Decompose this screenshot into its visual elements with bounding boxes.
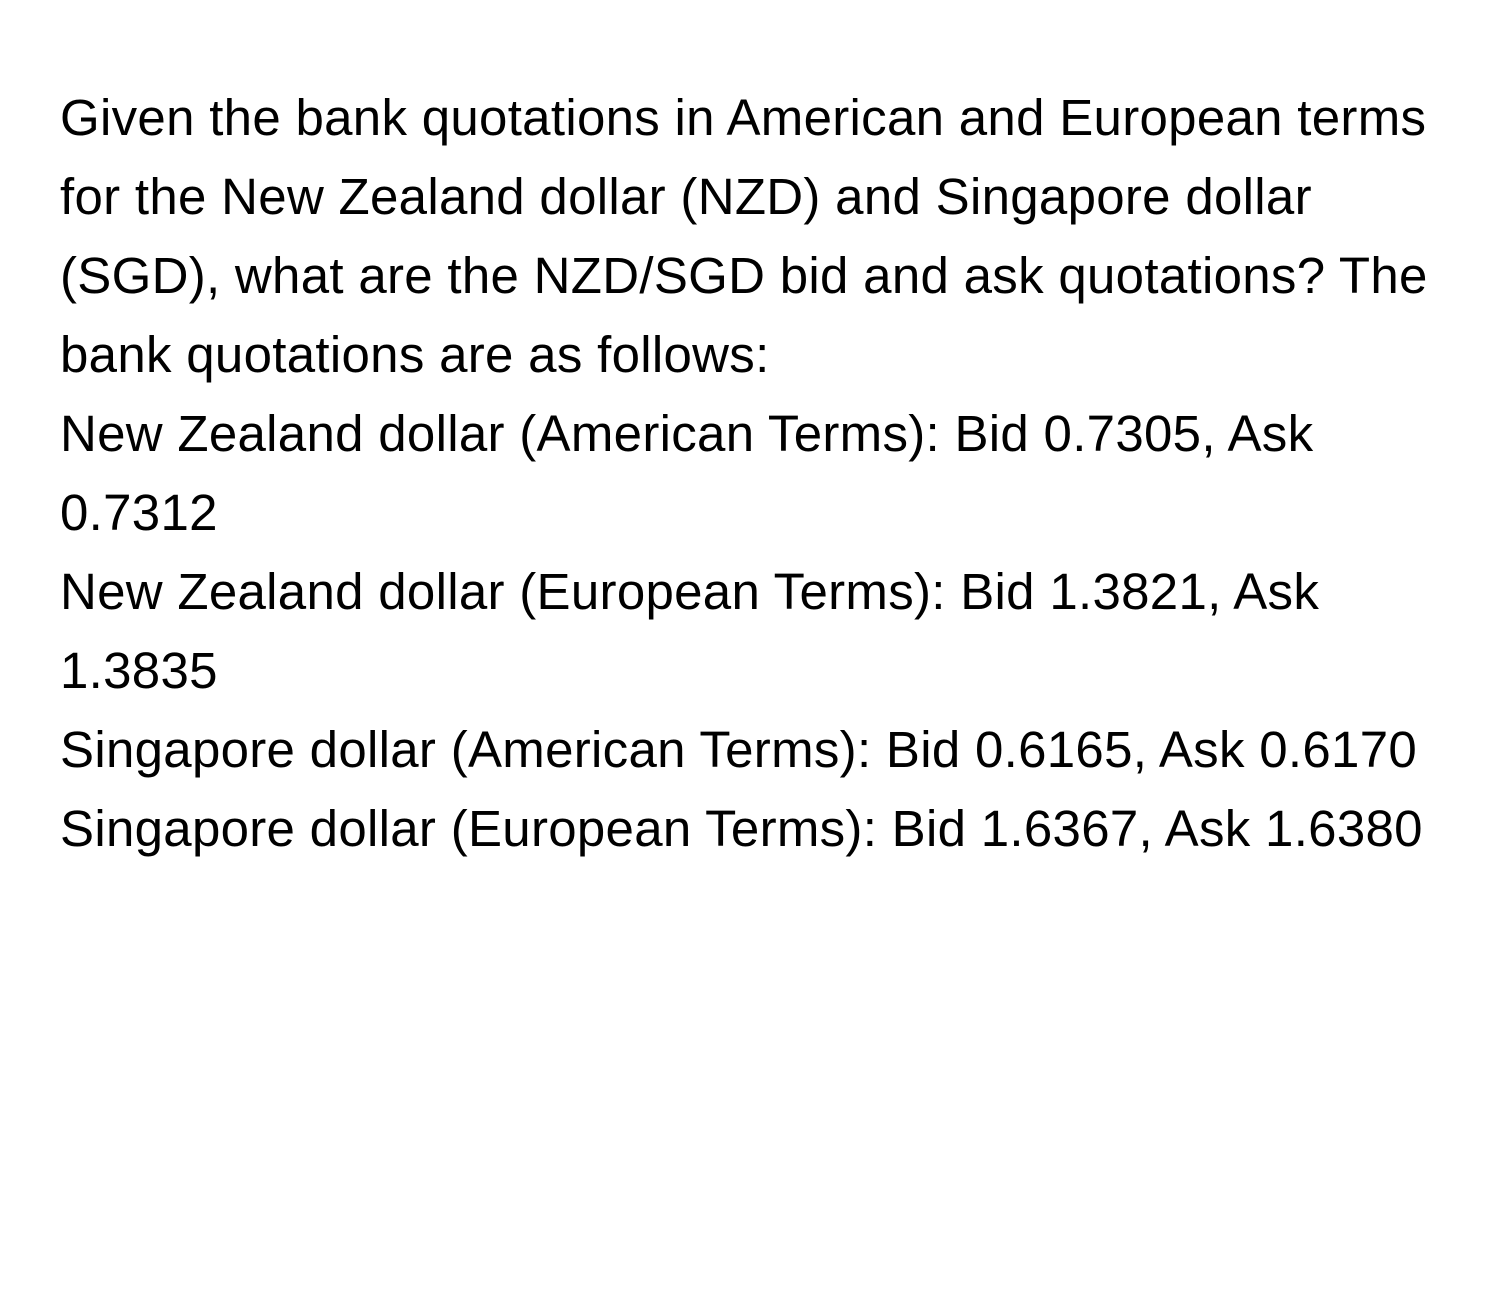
sgd-european-line: Singapore dollar (European Terms): Bid 1… xyxy=(60,789,1440,868)
nzd-european-line: New Zealand dollar (European Terms): Bid… xyxy=(60,552,1440,710)
nzd-american-line: New Zealand dollar (American Terms): Bid… xyxy=(60,394,1440,552)
document-container: Given the bank quotations in American an… xyxy=(0,0,1500,1304)
question-paragraph: Given the bank quotations in American an… xyxy=(60,78,1440,394)
sgd-american-line: Singapore dollar (American Terms): Bid 0… xyxy=(60,710,1440,789)
